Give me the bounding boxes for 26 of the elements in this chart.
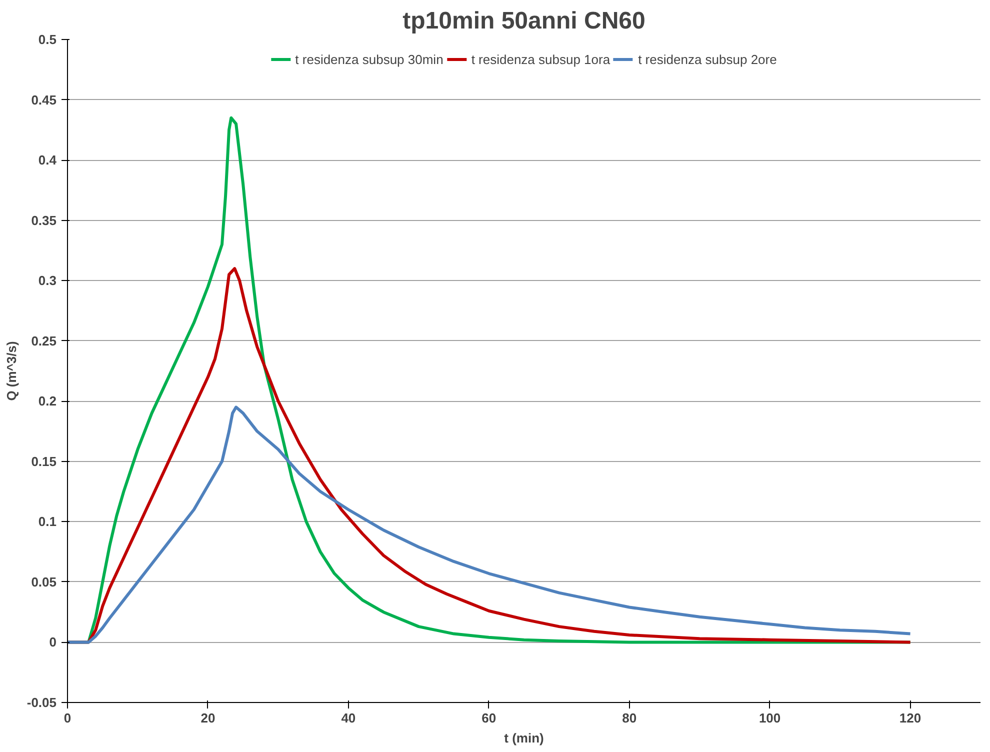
x-tick-label: 20 xyxy=(200,710,216,726)
y-axis-title: Q (m^3/s) xyxy=(4,341,19,401)
y-tick-label: 0.35 xyxy=(31,212,57,228)
y-tick-label: -0.05 xyxy=(26,695,57,710)
x-tick-label: 40 xyxy=(341,710,356,726)
x-tick-label: 0 xyxy=(64,710,72,726)
y-tick-label: 0.1 xyxy=(38,514,57,530)
y-tick-label: 0.2 xyxy=(38,394,57,409)
legend-label: t residenza subsup 2ore xyxy=(638,52,777,66)
y-tick-label: 0 xyxy=(49,634,57,650)
y-tick-label: 0.25 xyxy=(31,333,57,348)
x-axis-title: t (min) xyxy=(504,730,544,746)
y-tick-label: 0.05 xyxy=(31,574,57,590)
y-tick-label: 0.15 xyxy=(31,454,57,469)
y-tick-label: 0.45 xyxy=(31,92,57,108)
x-tick-label: 100 xyxy=(758,710,781,726)
y-tick-label: 0.4 xyxy=(38,152,58,168)
x-tick-label: 60 xyxy=(482,710,496,726)
x-tick-label: 120 xyxy=(899,710,922,726)
chart-title: tp10min 50anni CN60 xyxy=(402,8,646,34)
x-tick-label: 80 xyxy=(622,710,637,726)
legend-label: t residenza subsup 30min xyxy=(295,52,444,66)
legend-label: t residenza subsup 1ora xyxy=(471,52,610,66)
line-series xyxy=(68,406,912,644)
y-tick-label: 0.3 xyxy=(38,273,57,288)
y-tick-label: 0.5 xyxy=(38,32,57,47)
